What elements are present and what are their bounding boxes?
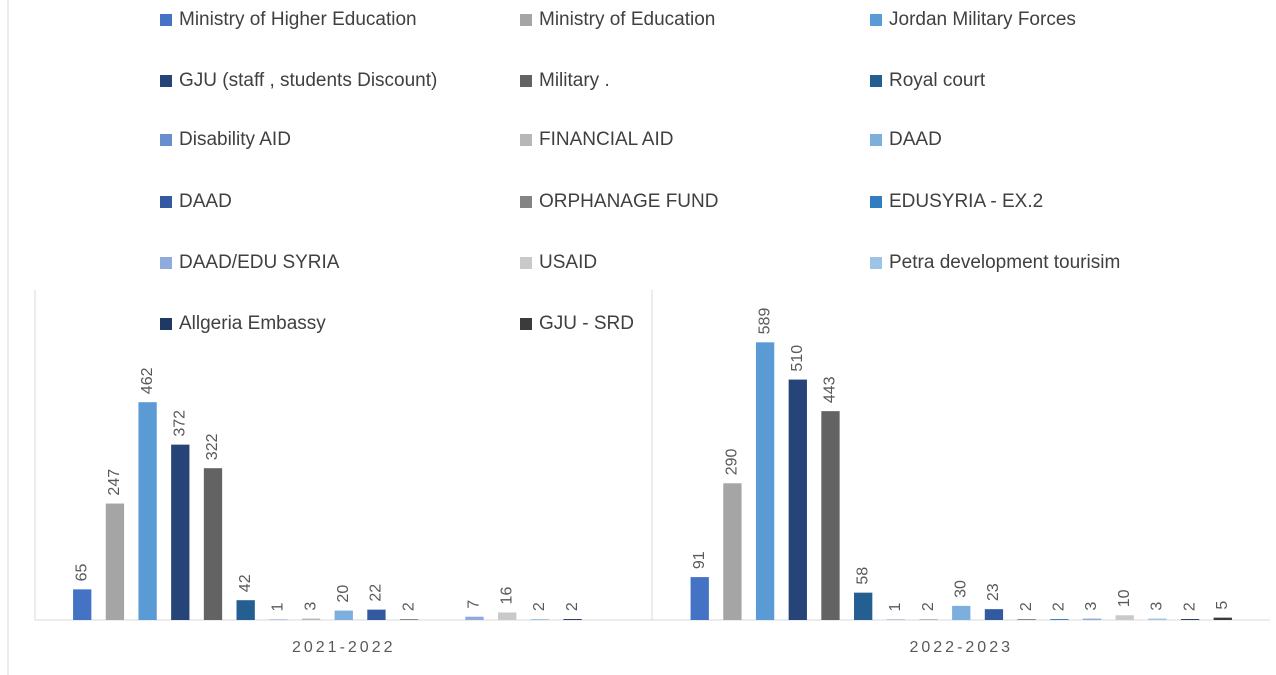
legend-label: FINANCIAL AID xyxy=(539,129,673,150)
x-tick-label: 2022-2023 xyxy=(909,639,1013,656)
data-label: 3 xyxy=(302,602,319,611)
legend-swatch xyxy=(160,134,172,146)
legend-label: GJU (staff , students Discount) xyxy=(179,70,437,91)
legend-swatch xyxy=(870,134,882,146)
data-label: 2 xyxy=(564,602,581,611)
x-tick-label: 2021-2022 xyxy=(292,639,396,656)
data-label: 2 xyxy=(1181,602,1198,611)
legend-label: Military . xyxy=(539,70,610,91)
bar xyxy=(498,612,517,620)
data-label: 372 xyxy=(172,410,189,437)
legend-label: ORPHANAGE FUND xyxy=(539,191,718,212)
legend-label: Jordan Military Forces xyxy=(889,9,1076,30)
bar xyxy=(788,379,807,620)
bar xyxy=(203,468,223,620)
legend-swatch xyxy=(520,257,532,269)
bar xyxy=(1213,617,1232,620)
data-label: 3 xyxy=(1083,602,1100,611)
legend-swatch xyxy=(520,14,532,26)
legend-swatch xyxy=(870,75,882,87)
legend-label: USAID xyxy=(539,252,597,273)
data-label: 16 xyxy=(498,587,515,605)
data-label: 2 xyxy=(920,602,937,611)
legend-swatch xyxy=(870,14,882,26)
bar xyxy=(854,592,873,620)
bar xyxy=(563,619,582,620)
bar xyxy=(367,609,386,620)
bar xyxy=(821,411,840,620)
bar xyxy=(301,618,321,620)
legend-swatch xyxy=(520,196,532,208)
legend-swatch xyxy=(520,318,532,330)
legend-label: DAAD xyxy=(179,191,232,212)
data-label: 42 xyxy=(237,574,254,592)
data-label: 247 xyxy=(106,469,123,496)
legend-label: GJU - SRD xyxy=(539,313,634,334)
legend-swatch xyxy=(160,196,172,208)
legend-label: Petra development tourisim xyxy=(889,252,1120,273)
bar xyxy=(1050,619,1069,620)
bar xyxy=(755,342,775,620)
data-label: 91 xyxy=(691,551,708,569)
legend-label: Ministry of Education xyxy=(539,9,715,30)
bar xyxy=(236,600,255,620)
legend-label: Disability AID xyxy=(179,129,291,150)
legend-swatch xyxy=(160,14,172,26)
data-label: 5 xyxy=(1214,601,1231,610)
data-label: 2 xyxy=(1051,602,1068,611)
legend-swatch xyxy=(160,257,172,269)
bar xyxy=(690,577,709,620)
bar xyxy=(723,483,742,620)
data-label: 290 xyxy=(724,448,741,475)
data-label: 589 xyxy=(756,308,773,335)
data-label: 462 xyxy=(139,367,156,394)
legend-swatch xyxy=(870,257,882,269)
bar xyxy=(105,503,125,620)
legend-swatch xyxy=(520,75,532,87)
bar xyxy=(919,619,938,620)
legend-label: Royal court xyxy=(889,70,986,91)
bar xyxy=(530,619,550,620)
data-label: 22 xyxy=(368,584,385,602)
data-label: 1 xyxy=(270,603,287,612)
bar xyxy=(1115,615,1134,620)
legend-swatch xyxy=(870,196,882,208)
data-label: 322 xyxy=(204,433,221,460)
data-label: 23 xyxy=(985,583,1002,601)
bar xyxy=(334,610,353,620)
legend-swatch xyxy=(160,318,172,330)
bar xyxy=(1082,618,1102,620)
bar xyxy=(73,589,92,620)
data-label: 443 xyxy=(822,376,839,403)
legend-label: Allgeria Embassy xyxy=(179,313,326,334)
legend-swatch xyxy=(160,75,172,87)
data-label: 65 xyxy=(73,563,90,581)
data-label: 58 xyxy=(854,567,871,585)
bar xyxy=(1180,619,1200,620)
bar xyxy=(171,444,190,620)
bar xyxy=(984,609,1004,620)
bar xyxy=(465,616,484,620)
legend-label: DAAD xyxy=(889,129,942,150)
legend-swatch xyxy=(520,134,532,146)
bar xyxy=(1148,618,1167,620)
data-label: 510 xyxy=(789,345,806,372)
legend-label: DAAD/EDU SYRIA xyxy=(179,252,340,273)
data-label: 30 xyxy=(952,580,969,598)
data-label: 10 xyxy=(1116,589,1133,607)
data-label: 7 xyxy=(466,600,483,609)
legend-label: Ministry of Higher Education xyxy=(179,9,417,30)
bar xyxy=(1017,619,1036,620)
data-label: 2 xyxy=(400,602,417,611)
bar xyxy=(952,605,971,620)
data-label: 1 xyxy=(887,603,904,612)
legend-label: EDUSYRIA - EX.2 xyxy=(889,191,1043,212)
bar xyxy=(399,619,419,620)
data-label: 2 xyxy=(1018,602,1035,611)
data-label: 20 xyxy=(335,585,352,603)
data-label: 2 xyxy=(531,602,548,611)
bar xyxy=(138,402,157,620)
data-label: 3 xyxy=(1149,602,1166,611)
